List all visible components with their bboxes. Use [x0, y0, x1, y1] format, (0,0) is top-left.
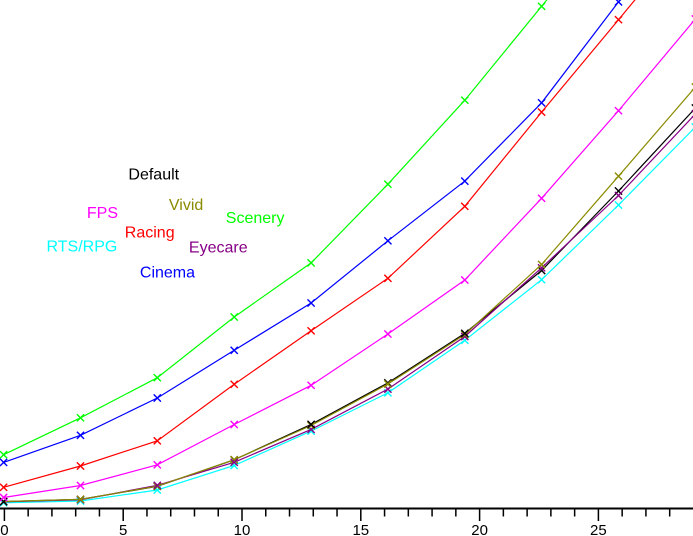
svg-text:15: 15 [352, 522, 369, 536]
svg-text:Cinema: Cinema [140, 264, 195, 281]
svg-text:RTS/RPG: RTS/RPG [47, 239, 118, 256]
svg-text:Racing: Racing [125, 224, 175, 241]
svg-text:Vivid: Vivid [169, 197, 203, 214]
svg-text:Default: Default [128, 167, 179, 184]
svg-text:5: 5 [119, 522, 127, 536]
svg-text:0: 0 [0, 522, 8, 536]
svg-text:Eyecare: Eyecare [189, 239, 248, 256]
svg-text:FPS: FPS [87, 205, 118, 222]
svg-text:Scenery: Scenery [226, 210, 285, 227]
svg-text:20: 20 [471, 522, 488, 536]
svg-text:25: 25 [590, 522, 607, 536]
svg-text:10: 10 [234, 522, 251, 536]
